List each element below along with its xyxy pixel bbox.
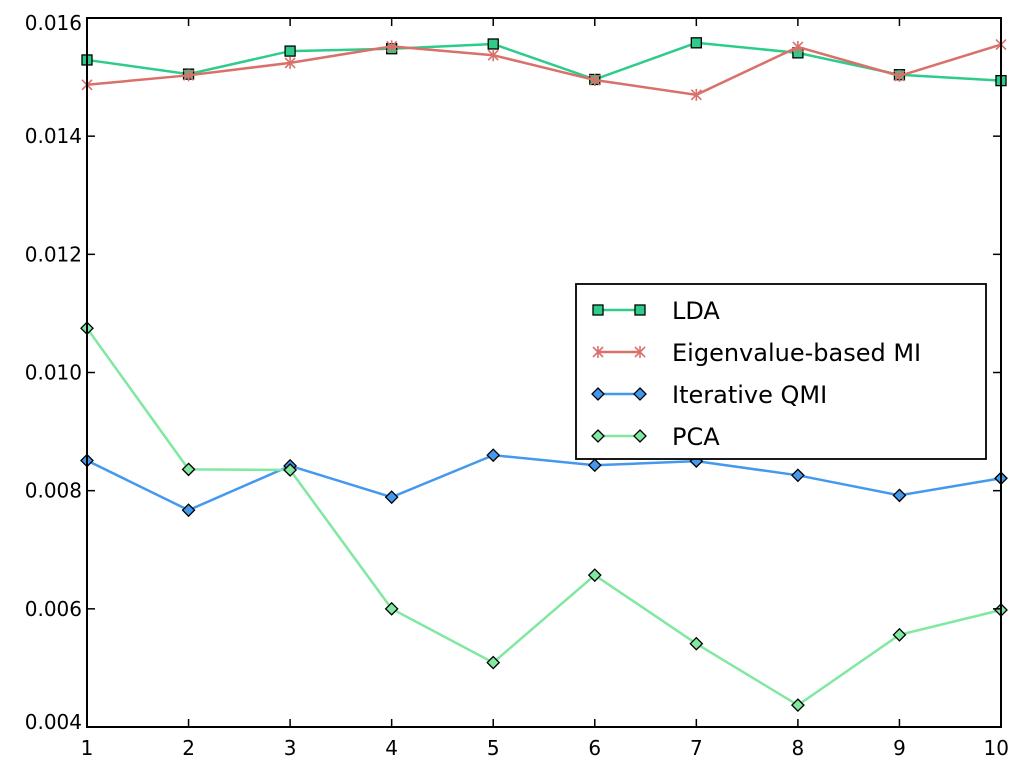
data-point <box>790 698 805 713</box>
legend-label: PCA <box>672 423 720 451</box>
data-point <box>587 458 602 473</box>
data-point <box>384 601 399 616</box>
x-tick-label: 8 <box>792 736 805 760</box>
data-point <box>790 468 805 483</box>
x-tick-label: 5 <box>487 736 500 760</box>
data-point <box>182 69 195 82</box>
x-tick-label: 3 <box>284 736 297 760</box>
data-point <box>487 49 499 62</box>
legend-marker <box>633 429 647 443</box>
series-lda <box>81 37 1007 87</box>
legend-item: LDA <box>592 297 720 325</box>
data-point <box>893 69 906 82</box>
data-point <box>690 88 702 101</box>
y-tick-label: 0.008 <box>25 479 82 503</box>
data-point <box>384 490 399 505</box>
data-point <box>181 462 196 477</box>
legend-marker <box>633 387 647 401</box>
y-tick-label: 0.004 <box>25 710 82 734</box>
series-line <box>85 327 1002 707</box>
x-tick-label: 4 <box>385 736 398 760</box>
series-layer <box>80 37 1008 713</box>
data-point <box>892 488 907 503</box>
legend-marker <box>591 429 605 443</box>
legend-marker <box>591 387 605 401</box>
data-point <box>792 40 804 53</box>
data-point <box>689 636 704 651</box>
data-point <box>181 503 196 518</box>
x-tick-label: 10 <box>984 736 1009 760</box>
legend-marker <box>592 346 604 358</box>
series-line <box>86 43 1002 97</box>
legend-item: Eigenvalue-based MI <box>592 339 921 367</box>
series-iterative-qmi <box>80 448 1008 518</box>
data-point <box>284 45 296 57</box>
legend-marker <box>634 346 646 358</box>
x-tick-label: 6 <box>588 736 601 760</box>
legend-label: Iterative QMI <box>672 381 827 409</box>
legend-item: Iterative QMI <box>591 381 827 409</box>
axes-layer: 0.004 0.006 0.008 0.010 0.012 0.014 0.016 1 2 3 4 5… <box>25 11 1009 760</box>
x-tick-label: 9 <box>893 736 906 760</box>
y-tick-label: 0.012 <box>25 242 82 266</box>
data-point <box>386 40 398 53</box>
y-tick-label: 0.016 <box>25 11 82 35</box>
data-point <box>283 463 298 477</box>
legend-label: LDA <box>672 297 720 325</box>
series-line <box>86 41 1002 82</box>
y-tick-label: 0.014 <box>25 124 82 148</box>
x-tick-label: 1 <box>81 736 94 760</box>
series-eigenvalue-based-mi <box>81 38 1007 101</box>
x-tick-label: 2 <box>182 736 195 760</box>
y-tick-label: 0.006 <box>25 597 82 621</box>
legend-item: PCA <box>591 423 720 451</box>
data-point <box>589 74 601 87</box>
data-point <box>690 37 702 49</box>
data-point <box>284 56 296 69</box>
legend-label: Eigenvalue-based MI <box>672 339 921 367</box>
x-tick-label: 7 <box>690 736 703 760</box>
data-point <box>587 568 602 583</box>
data-point <box>486 655 501 670</box>
data-point <box>486 448 501 463</box>
data-point <box>892 627 907 642</box>
series-line <box>86 453 1002 512</box>
data-point <box>487 38 499 50</box>
legend-marker <box>592 304 604 316</box>
legend-marker <box>634 304 646 316</box>
legend: LDA Eigenvalue-based MI Iterative QMI PCA <box>575 283 987 460</box>
y-tick-label: 0.010 <box>25 361 82 385</box>
